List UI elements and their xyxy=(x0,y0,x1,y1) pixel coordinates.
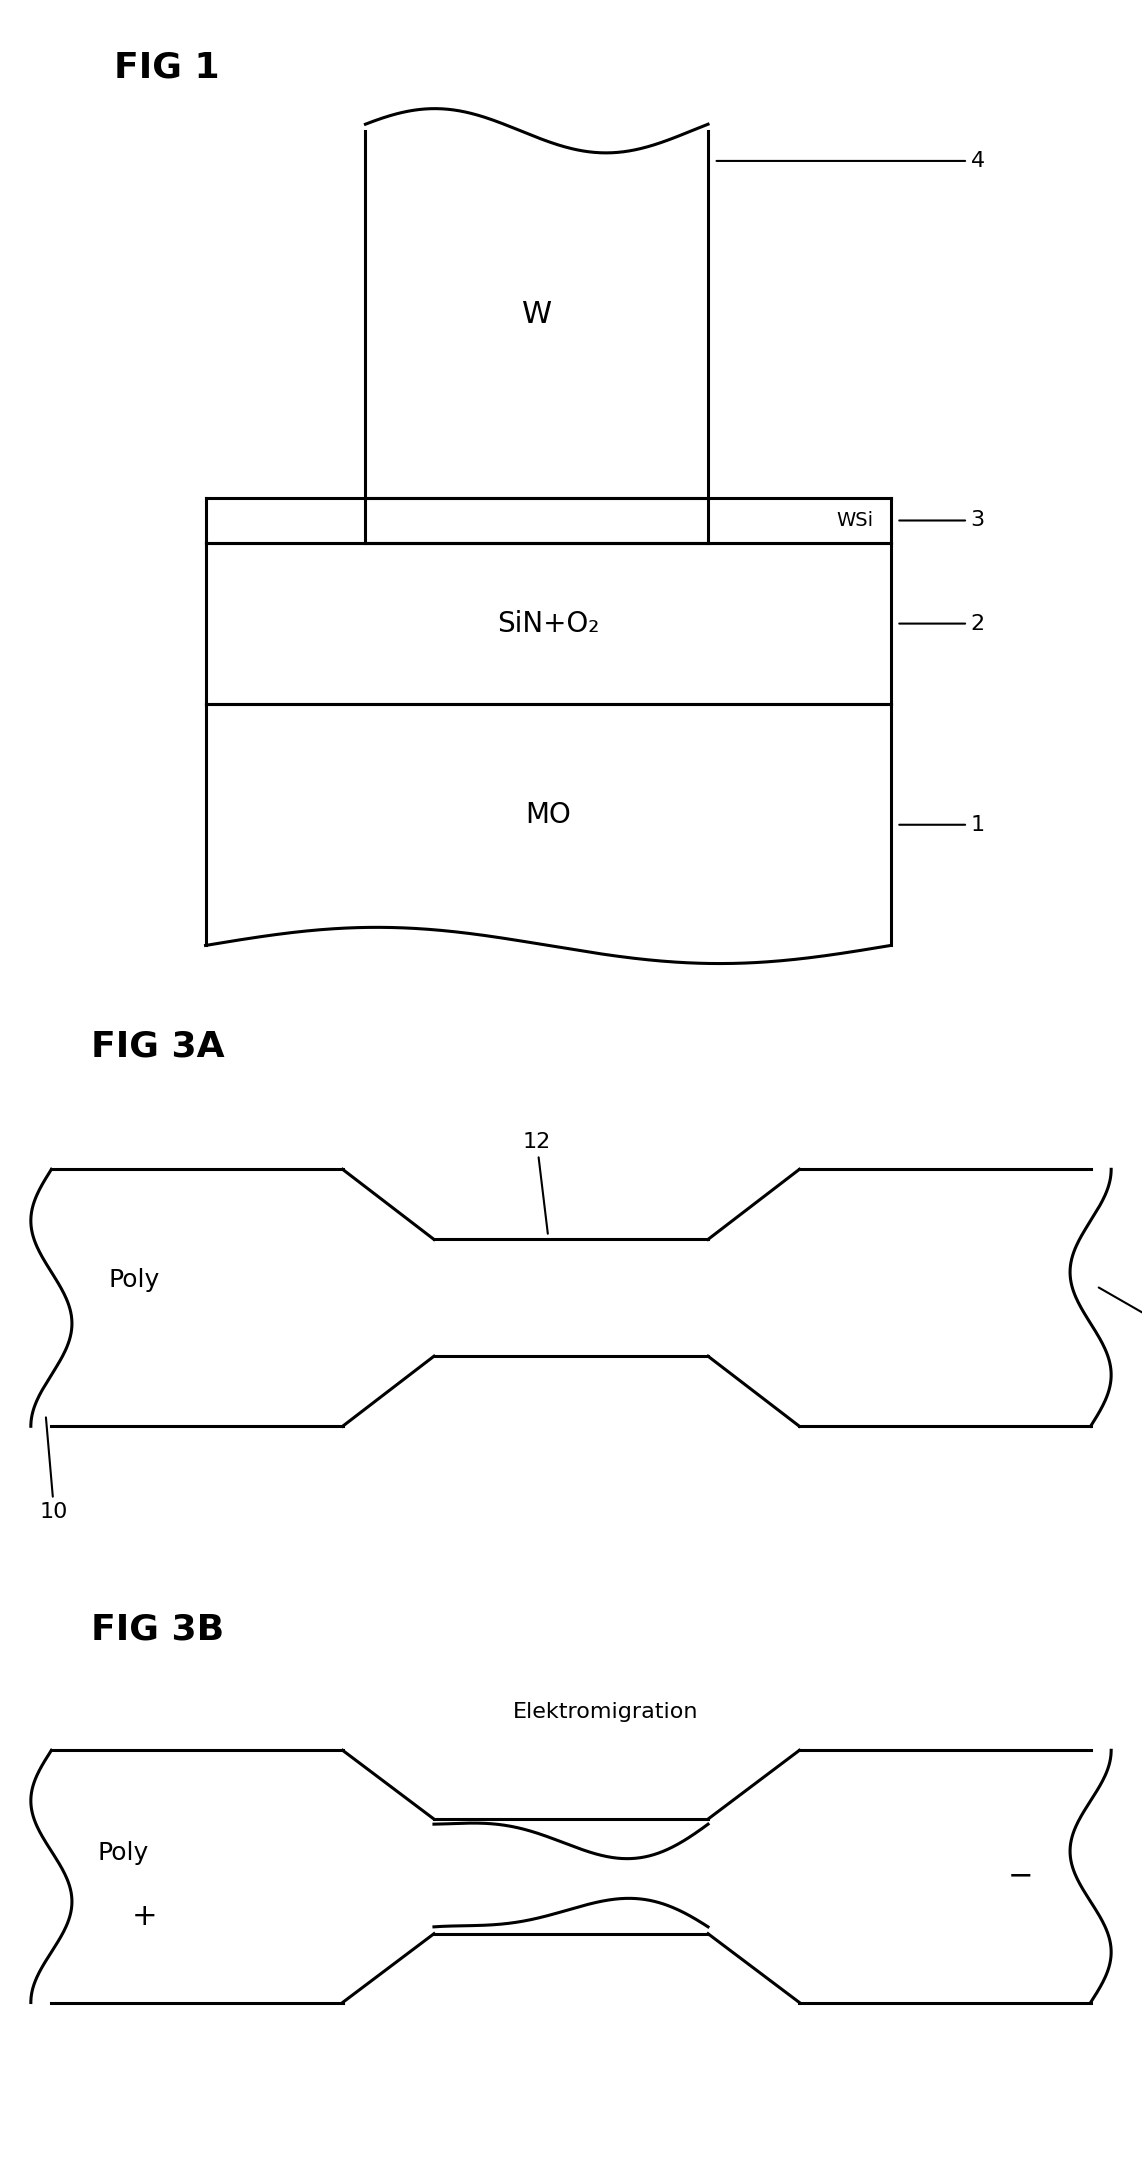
Text: 1: 1 xyxy=(899,815,984,835)
Text: MO: MO xyxy=(525,800,571,828)
Text: Poly: Poly xyxy=(97,1841,148,1865)
Text: FIG 1: FIG 1 xyxy=(114,50,219,84)
Text: 12: 12 xyxy=(523,1131,550,1233)
Text: −: − xyxy=(1008,1862,1034,1890)
Text: +: + xyxy=(131,1901,156,1932)
Text: 11: 11 xyxy=(1099,1287,1142,1337)
Text: 2: 2 xyxy=(899,614,984,634)
Text: 10: 10 xyxy=(40,1417,69,1523)
Text: W: W xyxy=(522,301,552,329)
Text: 4: 4 xyxy=(716,151,984,171)
Text: 3: 3 xyxy=(899,510,984,530)
Text: FIG 3B: FIG 3B xyxy=(91,1614,225,1646)
Text: FIG 3A: FIG 3A xyxy=(91,1030,225,1064)
Text: Poly: Poly xyxy=(108,1268,160,1291)
Text: Elektromigration: Elektromigration xyxy=(513,1702,698,1722)
Text: WSi: WSi xyxy=(836,510,874,530)
Text: SiN+O₂: SiN+O₂ xyxy=(497,610,600,638)
